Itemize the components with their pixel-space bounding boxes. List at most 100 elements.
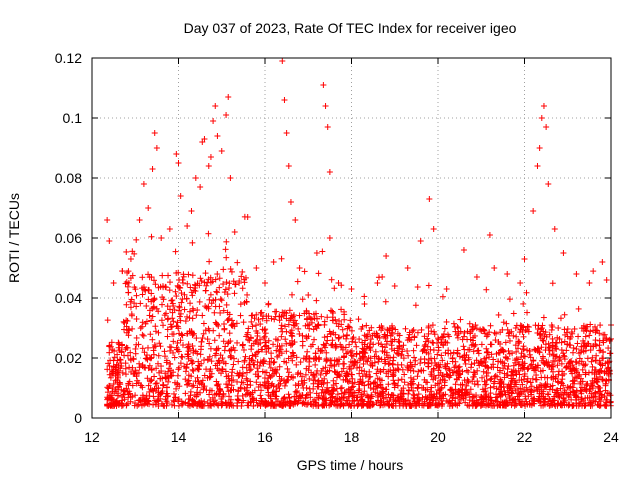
data-point xyxy=(197,184,204,190)
data-point xyxy=(326,235,333,241)
data-point xyxy=(106,238,113,244)
data-point xyxy=(207,291,214,298)
data-point xyxy=(564,326,571,333)
data-point xyxy=(391,283,398,289)
data-point xyxy=(518,350,525,357)
data-point xyxy=(194,307,201,314)
data-point xyxy=(338,368,345,375)
data-point xyxy=(214,133,221,139)
data-point xyxy=(206,258,213,265)
data-point xyxy=(188,208,195,214)
data-point xyxy=(464,376,471,383)
data-point xyxy=(240,346,247,353)
data-point xyxy=(104,317,111,324)
data-point xyxy=(239,341,246,348)
data-point xyxy=(122,360,129,367)
data-point xyxy=(475,350,482,357)
data-point xyxy=(166,360,173,367)
data-point xyxy=(292,388,299,395)
y-tick-label: 0.06 xyxy=(55,230,82,246)
data-point xyxy=(457,316,464,323)
data-point xyxy=(596,342,603,349)
y-tick-label: 0.08 xyxy=(55,170,82,186)
data-point xyxy=(227,175,234,181)
data-point xyxy=(426,196,433,202)
data-point xyxy=(600,331,607,338)
data-point xyxy=(487,322,494,329)
data-point xyxy=(540,314,547,321)
data-point xyxy=(460,343,467,350)
data-point xyxy=(304,348,311,355)
data-point xyxy=(510,310,517,317)
data-point xyxy=(439,357,446,364)
data-point xyxy=(554,362,561,369)
data-point xyxy=(413,342,420,349)
data-point xyxy=(234,259,241,266)
data-point xyxy=(590,268,597,275)
data-point xyxy=(243,375,250,382)
data-point xyxy=(207,345,214,352)
data-point xyxy=(410,391,417,398)
data-point xyxy=(456,363,463,370)
data-point xyxy=(147,331,154,338)
data-point xyxy=(152,323,159,330)
data-point xyxy=(315,270,322,277)
data-point xyxy=(390,354,397,361)
data-point xyxy=(478,341,485,348)
data-point xyxy=(400,390,407,397)
data-point xyxy=(299,296,306,303)
data-point xyxy=(146,312,153,319)
data-point xyxy=(306,385,313,392)
data-point xyxy=(543,124,550,130)
data-point xyxy=(500,319,507,326)
x-tick-label: 14 xyxy=(171,429,187,445)
data-point xyxy=(495,311,502,318)
data-point xyxy=(492,372,499,379)
data-point xyxy=(557,315,564,322)
data-point xyxy=(158,235,165,241)
data-point xyxy=(130,356,137,363)
data-point xyxy=(417,356,424,363)
data-point xyxy=(407,374,414,381)
data-point xyxy=(536,145,543,151)
data-point xyxy=(232,281,239,288)
data-point xyxy=(605,345,612,352)
data-point xyxy=(115,367,122,374)
data-point xyxy=(313,250,320,256)
data-point xyxy=(198,343,205,350)
data-point xyxy=(276,363,283,370)
data-point xyxy=(475,381,482,388)
data-point xyxy=(140,181,147,187)
data-point xyxy=(520,343,527,350)
data-point xyxy=(253,337,260,344)
data-point xyxy=(199,312,206,319)
data-point xyxy=(226,330,233,337)
data-point xyxy=(491,265,498,271)
data-point xyxy=(418,326,425,333)
data-point xyxy=(264,385,271,392)
y-tick-label: 0.12 xyxy=(55,50,82,66)
data-point xyxy=(401,371,408,378)
data-point xyxy=(374,280,381,286)
data-point xyxy=(150,344,157,351)
data-point xyxy=(542,341,549,348)
data-point xyxy=(172,248,179,255)
data-point xyxy=(572,358,579,365)
data-point xyxy=(361,301,368,307)
data-point xyxy=(204,279,211,286)
data-point xyxy=(379,273,386,280)
y-tick-label: 0.1 xyxy=(63,110,83,126)
data-point xyxy=(248,312,255,319)
data-point xyxy=(305,292,312,298)
data-point xyxy=(253,265,260,271)
data-point xyxy=(348,352,355,359)
data-point xyxy=(173,151,180,157)
data-point xyxy=(463,367,470,374)
data-point xyxy=(281,97,288,103)
data-point xyxy=(288,291,295,298)
data-point xyxy=(545,181,552,187)
data-point xyxy=(145,344,152,351)
data-point xyxy=(152,380,159,387)
data-point xyxy=(443,318,450,325)
data-point xyxy=(265,301,272,308)
